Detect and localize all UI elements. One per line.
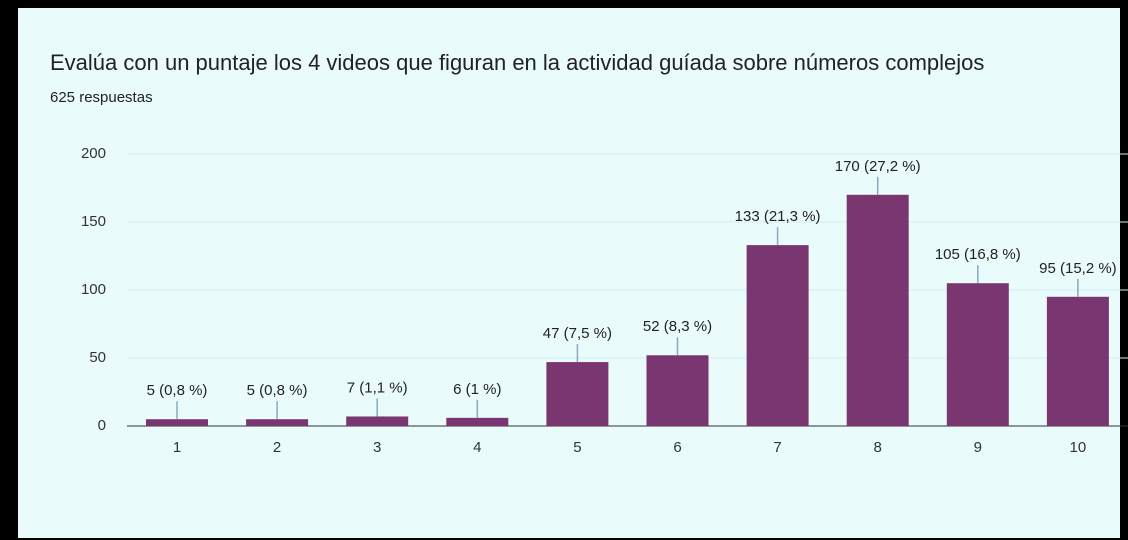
bar [346, 416, 409, 426]
panel [18, 8, 1120, 538]
value-label: 52 (8,3 %) [643, 318, 712, 335]
value-label: 133 (21,3 %) [735, 208, 821, 225]
bar [1046, 296, 1109, 426]
value-label: 95 (15,2 %) [1039, 260, 1117, 277]
x-tick-label: 9 [974, 439, 982, 456]
x-tick-label: 10 [1070, 439, 1087, 456]
y-tick-label: 150 [81, 213, 106, 230]
value-label: 105 (16,8 %) [935, 246, 1021, 263]
bar [646, 355, 709, 426]
chart-subtitle: 625 respuestas [50, 89, 153, 106]
bar [446, 417, 509, 426]
value-label: 5 (0,8 %) [247, 382, 308, 399]
x-tick-label: 7 [773, 439, 781, 456]
value-label: 170 (27,2 %) [835, 158, 921, 175]
y-tick-label: 0 [98, 417, 106, 434]
x-tick-label: 6 [673, 439, 681, 456]
x-tick-label: 1 [173, 439, 181, 456]
bar [846, 194, 909, 426]
x-tick-label: 2 [273, 439, 281, 456]
bar [546, 362, 609, 426]
x-tick-label: 5 [573, 439, 581, 456]
y-tick-label: 50 [89, 349, 106, 366]
bar [746, 245, 809, 426]
bar [246, 419, 309, 426]
y-tick-label: 200 [81, 145, 106, 162]
x-tick-label: 8 [874, 439, 882, 456]
chart-title: Evalúa con un puntaje los 4 videos que f… [50, 50, 984, 75]
x-tick-label: 4 [473, 439, 481, 456]
value-label: 7 (1,1 %) [347, 379, 408, 396]
value-label: 47 (7,5 %) [543, 325, 612, 342]
y-tick-label: 100 [81, 281, 106, 298]
bar [946, 283, 1009, 426]
bar [146, 419, 208, 426]
value-label: 5 (0,8 %) [147, 382, 208, 399]
x-tick-label: 3 [373, 439, 381, 456]
value-label: 6 (1 %) [453, 381, 501, 398]
